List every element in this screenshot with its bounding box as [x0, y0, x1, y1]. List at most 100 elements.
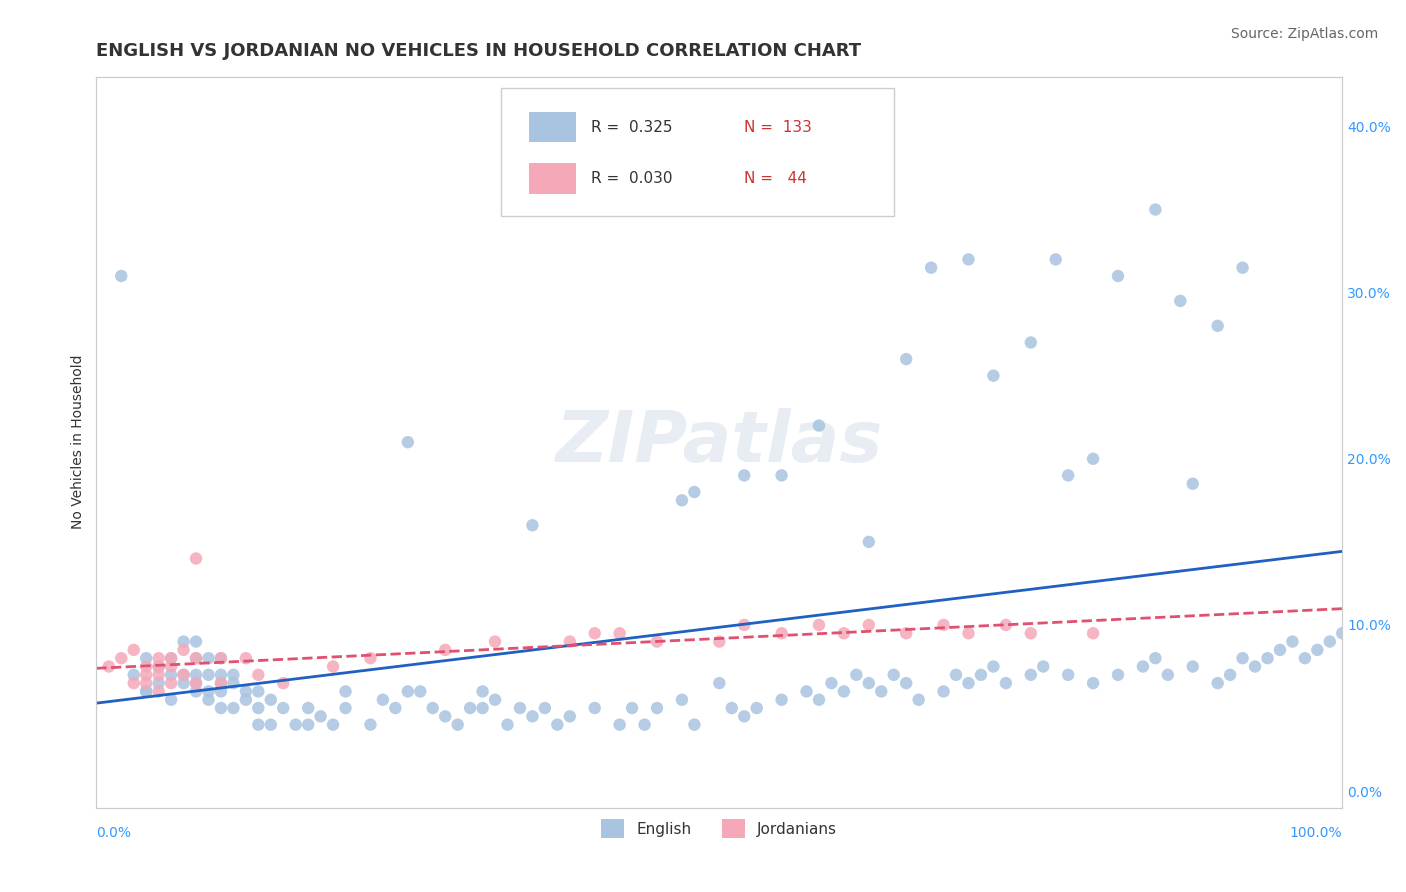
Text: N =  133: N = 133 [744, 120, 813, 135]
Point [770, 626, 793, 640]
Text: 100.0%: 100.0% [1289, 826, 1343, 840]
Point [184, 684, 207, 698]
Point [247, 668, 270, 682]
Point [135, 668, 157, 682]
Point [135, 684, 157, 698]
Point [247, 701, 270, 715]
Point [173, 668, 195, 682]
Point [97, 659, 120, 673]
Point [733, 618, 755, 632]
Point [135, 676, 157, 690]
Point [184, 676, 207, 690]
Point [1081, 676, 1104, 690]
Point [1019, 626, 1042, 640]
Point [235, 684, 257, 698]
Point [558, 709, 581, 723]
Point [284, 717, 307, 731]
Point [110, 651, 132, 665]
Point [945, 668, 967, 682]
Point [1206, 676, 1229, 690]
Point [858, 618, 880, 632]
Point [184, 651, 207, 665]
Point [458, 701, 481, 715]
Point [558, 634, 581, 648]
FancyBboxPatch shape [502, 87, 894, 216]
Point [148, 684, 170, 698]
Point [335, 701, 357, 715]
Point [609, 626, 631, 640]
Point [384, 701, 406, 715]
Point [1268, 643, 1291, 657]
Point [184, 634, 207, 648]
FancyBboxPatch shape [529, 163, 576, 194]
Point [1206, 318, 1229, 333]
Legend: English, Jordanians: English, Jordanians [595, 814, 844, 844]
Point [434, 709, 457, 723]
Point [235, 692, 257, 706]
Point [907, 692, 929, 706]
Point [709, 676, 731, 690]
Point [197, 668, 219, 682]
Point [645, 634, 668, 648]
Point [932, 684, 955, 698]
Point [896, 626, 918, 640]
Point [709, 634, 731, 648]
Point [983, 659, 1005, 673]
Point [160, 651, 183, 665]
Point [609, 717, 631, 731]
Point [870, 684, 893, 698]
Point [683, 717, 706, 731]
Point [222, 676, 245, 690]
Point [1244, 659, 1267, 673]
Point [135, 651, 157, 665]
Point [209, 651, 232, 665]
Point [396, 684, 419, 698]
Point [484, 634, 506, 648]
Point [1306, 643, 1329, 657]
Point [359, 717, 381, 731]
Point [1045, 252, 1067, 267]
Point [770, 468, 793, 483]
Point [173, 676, 195, 690]
Point [335, 684, 357, 698]
Point [1281, 634, 1303, 648]
Point [322, 717, 344, 731]
Point [209, 676, 232, 690]
Point [322, 659, 344, 673]
Point [235, 651, 257, 665]
Text: N =   44: N = 44 [744, 170, 807, 186]
Point [820, 676, 842, 690]
Point [522, 518, 544, 533]
Point [148, 659, 170, 673]
Point [796, 684, 818, 698]
Point [197, 692, 219, 706]
Point [148, 676, 170, 690]
Point [994, 676, 1017, 690]
Point [160, 692, 183, 706]
Point [957, 626, 980, 640]
Point [957, 676, 980, 690]
Point [1219, 668, 1241, 682]
Point [1232, 260, 1254, 275]
FancyBboxPatch shape [529, 112, 576, 143]
Point [932, 618, 955, 632]
Point [720, 701, 742, 715]
Y-axis label: No Vehicles in Household: No Vehicles in Household [72, 355, 86, 530]
Text: ENGLISH VS JORDANIAN NO VEHICLES IN HOUSEHOLD CORRELATION CHART: ENGLISH VS JORDANIAN NO VEHICLES IN HOUS… [97, 42, 862, 60]
Point [422, 701, 444, 715]
Point [983, 368, 1005, 383]
Point [1144, 202, 1167, 217]
Point [247, 684, 270, 698]
Point [484, 692, 506, 706]
Point [122, 668, 145, 682]
Point [447, 717, 470, 731]
Text: Source: ZipAtlas.com: Source: ZipAtlas.com [1230, 27, 1378, 41]
Point [957, 252, 980, 267]
Point [1331, 626, 1354, 640]
Point [434, 643, 457, 657]
Point [148, 651, 170, 665]
Point [297, 701, 319, 715]
Point [509, 701, 531, 715]
Point [260, 692, 283, 706]
Point [1144, 651, 1167, 665]
